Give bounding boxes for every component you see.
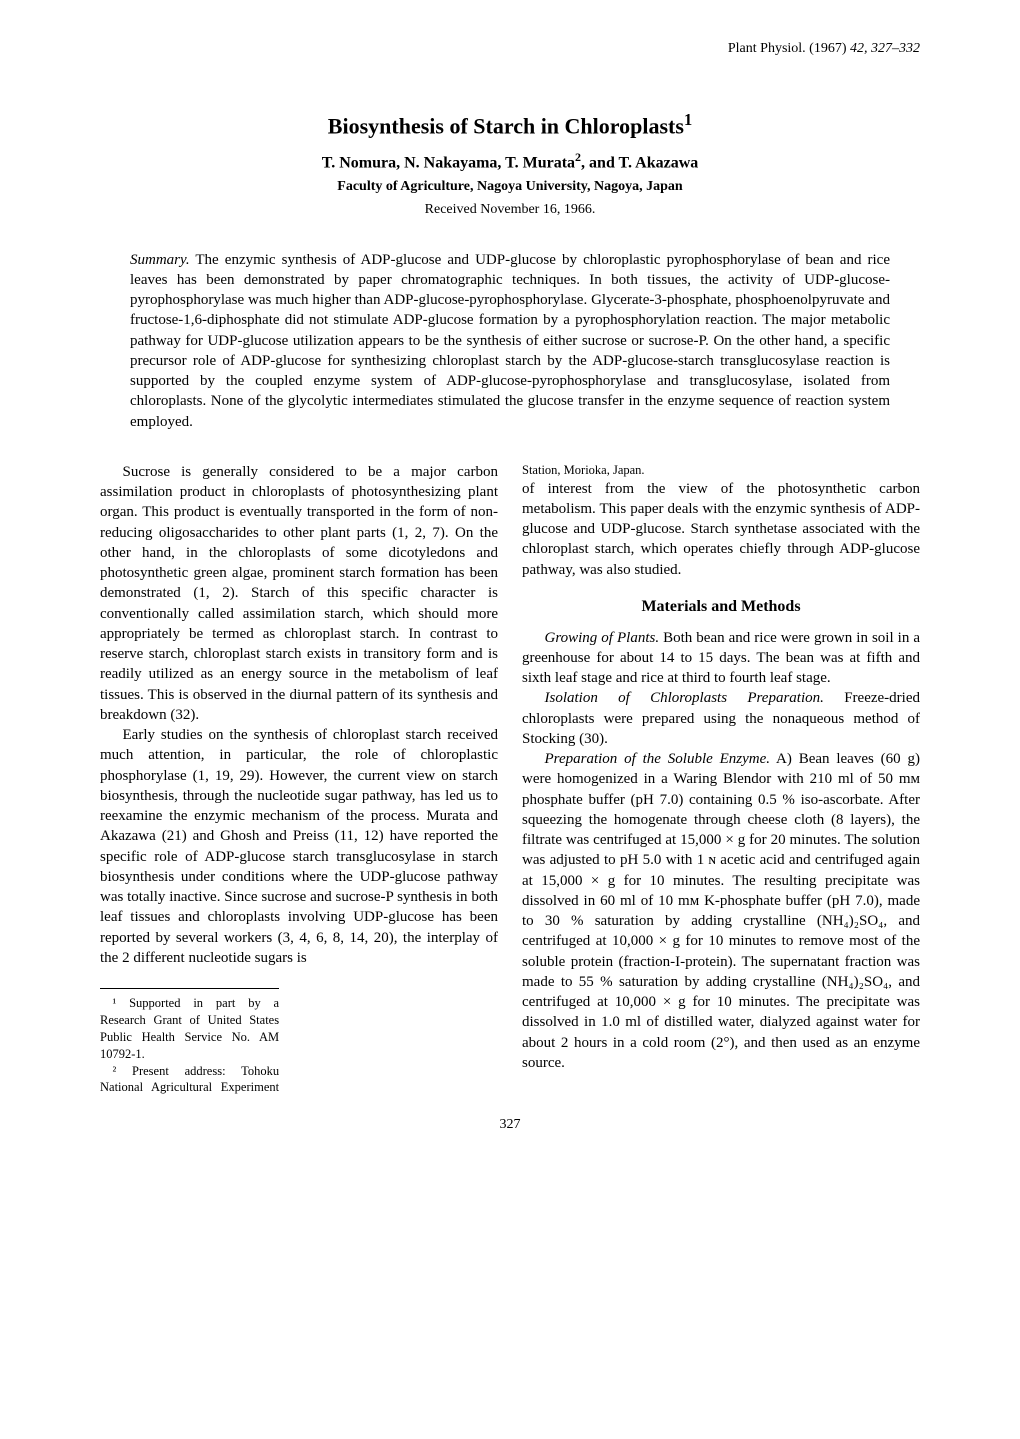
- affiliation: Faculty of Agriculture, Nagoya Universit…: [100, 178, 920, 197]
- received-date: Received November 16, 1966.: [100, 201, 920, 220]
- para-head-isolation: Isolation of Chloroplasts Preparation.: [545, 690, 824, 706]
- methods-isolation: Isolation of Chloroplasts Preparation. F…: [522, 688, 920, 749]
- body-columns: Sucrose is generally considered to be a …: [100, 462, 920, 1097]
- intro-para-2-cont: of interest from the view of the photosy…: [522, 479, 920, 580]
- footnote-1: ¹ Supported in part by a Research Grant …: [100, 995, 279, 1063]
- article-title: Biosynthesis of Starch in Chloroplasts1: [100, 109, 920, 141]
- intro-para-2: Early studies on the synthesis of chloro…: [100, 725, 498, 968]
- journal-volpage: 42, 327–332: [850, 41, 920, 56]
- journal-year: (1967): [809, 41, 846, 56]
- para-body-preparation: A) Bean leaves (60 g) were homogenized i…: [522, 751, 920, 1071]
- para-head-preparation: Preparation of the Soluble Enzyme.: [545, 751, 771, 767]
- summary: Summary. The enzymic synthesis of ADP-gl…: [130, 250, 890, 432]
- authors-tail: , and T. Akazawa: [581, 154, 698, 171]
- summary-label: Summary.: [130, 252, 190, 268]
- authors-main: T. Nomura, N. Nakayama, T. Murata: [322, 154, 575, 171]
- section-heading-methods: Materials and Methods: [522, 596, 920, 618]
- authors: T. Nomura, N. Nakayama, T. Murata2, and …: [100, 149, 920, 174]
- page-number: 327: [100, 1116, 920, 1135]
- para-head-growing: Growing of Plants.: [545, 630, 660, 646]
- title-footnote-ref: 1: [684, 110, 692, 129]
- summary-body: The enzymic synthesis of ADP-glucose and…: [130, 252, 890, 430]
- journal-name: Plant Physiol.: [728, 41, 806, 56]
- journal-header: Plant Physiol. (1967) 42, 327–332: [100, 40, 920, 59]
- methods-growing: Growing of Plants. Both bean and rice we…: [522, 628, 920, 689]
- intro-para-1: Sucrose is generally considered to be a …: [100, 462, 498, 725]
- methods-preparation: Preparation of the Soluble Enzyme. A) Be…: [522, 749, 920, 1073]
- title-text: Biosynthesis of Starch in Chloroplasts: [328, 113, 684, 138]
